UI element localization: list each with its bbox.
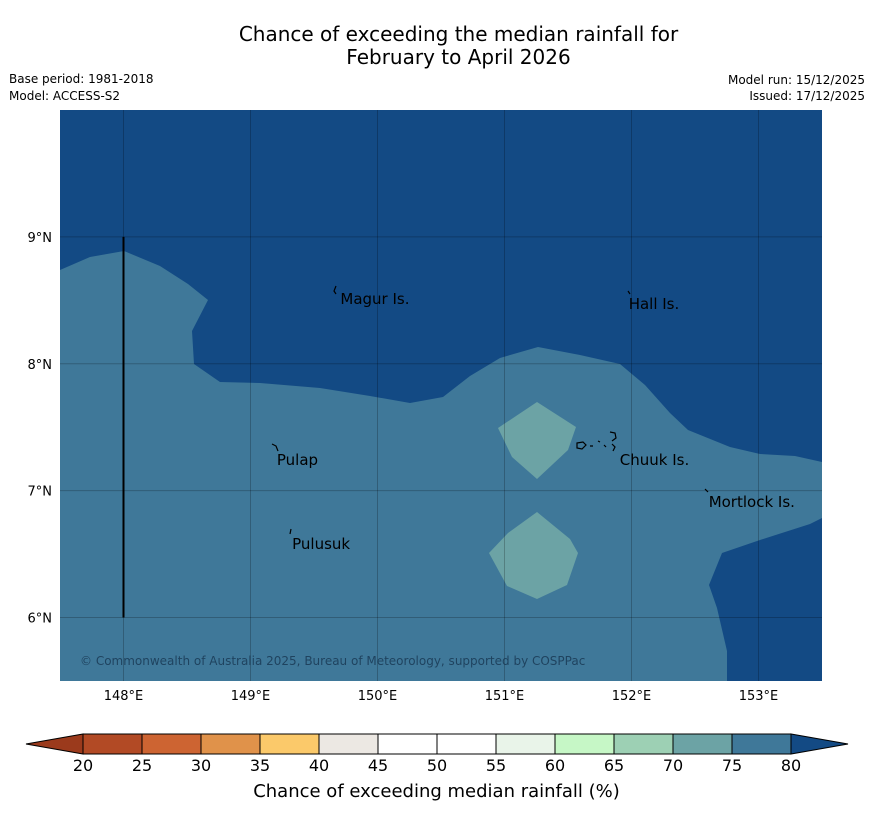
issued-text: Issued: 17/12/2025: [749, 89, 865, 103]
longitude-tick-label: 150°E: [358, 689, 398, 704]
latitude-tick-label: 8°N: [28, 358, 53, 373]
latitude-labels: 9°N 8°N 7°N 6°N: [28, 231, 53, 627]
colorbar-segment: [554, 733, 615, 755]
colorbar-tick-label: 60: [544, 756, 566, 775]
colorbar-segment: [141, 733, 202, 755]
colorbar-tick-label: 75: [721, 756, 743, 775]
colorbar-tick-label: 50: [426, 756, 448, 775]
place-label: Pulap: [277, 451, 318, 469]
base-period-text: Base period: 1981-2018: [9, 72, 154, 86]
island-markers: [271, 285, 709, 535]
colorbar-tick-label: 25: [131, 756, 153, 775]
colorbar-segment: [259, 733, 320, 755]
copyright-text: © Commonwealth of Australia 2025, Bureau…: [80, 654, 585, 668]
colorbar-tick-label: 80: [780, 756, 802, 775]
place-label: Chuuk Is.: [620, 451, 689, 469]
mortlock-island-shape: [704, 488, 709, 493]
colorbar-segment: [200, 733, 261, 755]
longitude-tick-label: 152°E: [612, 689, 652, 704]
map-area: [60, 110, 822, 681]
colorbar-segment: [318, 733, 379, 755]
colorbar-segment: [377, 733, 438, 755]
colorbar-tick-label: 70: [662, 756, 684, 775]
place-label: Mortlock Is.: [709, 493, 795, 511]
colorbar-tick-label: 65: [603, 756, 625, 775]
hall-island-shape: [627, 290, 631, 295]
colorbar: [25, 733, 849, 755]
latitude-tick-label: 7°N: [28, 485, 53, 500]
colorbar-tick-label: 20: [72, 756, 94, 775]
colorbar-tick-label: 30: [190, 756, 212, 775]
map-title-line-1: Chance of exceeding the median rainfall …: [238, 22, 679, 46]
latitude-tick-label: 6°N: [28, 612, 53, 627]
colorbar-tick-label: 40: [308, 756, 330, 775]
75-80-percent-region: [60, 251, 822, 681]
70-75-percent-region: [489, 512, 578, 599]
pulusuk-island-shape: [289, 528, 292, 535]
longitude-labels: 148°E 149°E 150°E 151°E 152°E 153°E: [104, 689, 779, 704]
place-label: Hall Is.: [629, 295, 680, 313]
place-label: Magur Is.: [340, 290, 409, 308]
colorbar-segment: [436, 733, 497, 755]
colorbar-tick-label: 35: [249, 756, 271, 775]
pulap-island-shape: [271, 443, 279, 452]
model-run-text: Model run: 15/12/2025: [727, 73, 865, 87]
colorbar-segment: [495, 733, 556, 755]
longitude-tick-label: 149°E: [231, 689, 271, 704]
colorbar-under-arrow: [25, 733, 84, 755]
colorbar-segment: [82, 733, 143, 755]
70-75-percent-region: [498, 402, 576, 479]
model-text: Model: ACCESS-S2: [9, 89, 121, 103]
colorbar-segment: [672, 733, 733, 755]
place-labels: Magur Is. Hall Is. Pulap Chuuk Is. Mortlock …: [277, 290, 795, 553]
colorbar-over-arrow: [790, 733, 849, 755]
latitude-tick-label: 9°N: [28, 231, 53, 246]
place-label: Pulusuk: [292, 535, 350, 553]
longitude-tick-label: 148°E: [104, 689, 144, 704]
colorbar-label: Chance of exceeding median rainfall (%): [253, 781, 620, 802]
magur-island-shape: [333, 285, 337, 295]
colorbar-tick-label: 45: [367, 756, 389, 775]
chuuk-lagoon-shape: [576, 431, 617, 452]
longitude-tick-label: 151°E: [485, 689, 525, 704]
map-title-line-2: February to April 2026: [346, 45, 571, 69]
colorbar-segment: [731, 733, 792, 755]
colorbar-segment: [613, 733, 674, 755]
colorbar-tick-label: 55: [485, 756, 507, 775]
longitude-tick-label: 153°E: [739, 689, 779, 704]
